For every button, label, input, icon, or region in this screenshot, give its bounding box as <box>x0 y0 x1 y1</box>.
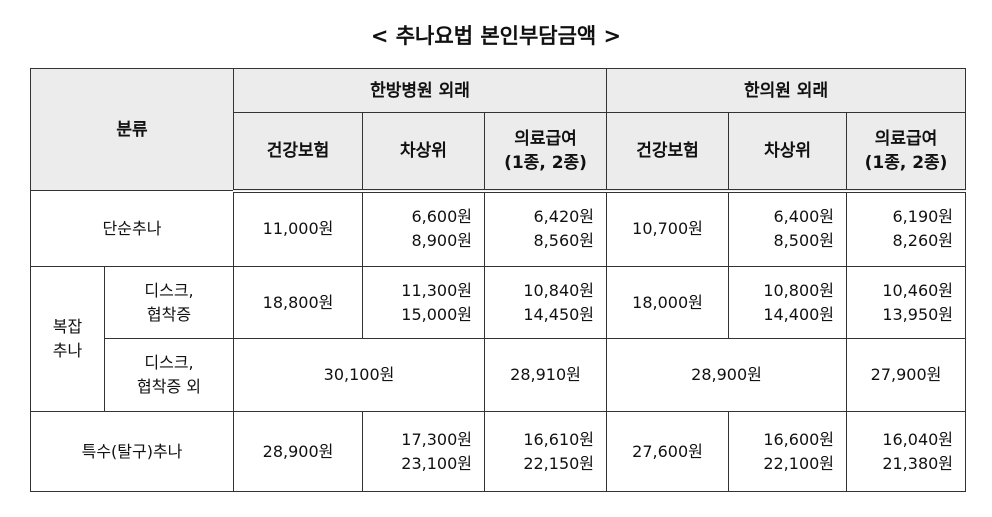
cell: 18,000원 <box>606 266 730 339</box>
row-label: 디스크, 협착증 외 <box>104 338 234 412</box>
cell: 28,900원 <box>233 411 363 492</box>
cell: 10,700원 <box>606 190 730 267</box>
cell: 6,400원 8,500원 <box>728 190 848 267</box>
cell: 11,000원 <box>233 190 363 267</box>
cell: 11,300원 15,000원 <box>362 266 485 339</box>
fee-table: 분류 한방병원 외래 한의원 외래 건강보험 차상위 의료급여 (1종, 2종)… <box>30 68 967 492</box>
row-label: 특수(탈구)추나 <box>30 411 234 492</box>
cell: 17,300원 23,100원 <box>362 411 485 492</box>
column-header: 차상위 <box>362 112 485 193</box>
corner: 분류 <box>30 68 234 191</box>
column-header: 의료급여 (1종, 2종) <box>483 112 608 193</box>
cell: 6,420원 8,560원 <box>483 190 608 267</box>
cell: 10,800원 14,400원 <box>728 266 848 339</box>
group-header: 한방병원 외래 <box>232 68 608 113</box>
row-label: 디스크, 협착증 <box>104 266 234 339</box>
group-label: 복잡 추나 <box>30 266 105 412</box>
title: < 추나요법 본인부담금액 > <box>370 24 622 48</box>
cell: 27,600원 <box>606 411 730 492</box>
column-header: 건강보험 <box>606 112 730 193</box>
column-header: 차상위 <box>728 112 848 193</box>
cell: 6,600원 8,900원 <box>362 190 485 267</box>
group-header: 한의원 외래 <box>606 68 967 113</box>
cell: 28,910원 <box>483 338 608 412</box>
cell: 10,460원 13,950원 <box>846 266 967 339</box>
cell: 27,900원 <box>846 338 967 412</box>
cell: 10,840원 14,450원 <box>483 266 608 339</box>
cell: 28,900원 <box>606 338 848 412</box>
cell: 30,100원 <box>233 338 485 412</box>
cell: 18,800원 <box>233 266 363 339</box>
cell: 16,610원 22,150원 <box>483 411 608 492</box>
cell: 16,600원 22,100원 <box>728 411 848 492</box>
column-header: 건강보험 <box>233 112 363 193</box>
cell: 16,040원 21,380원 <box>846 411 967 492</box>
cell: 6,190원 8,260원 <box>846 190 967 267</box>
column-header: 의료급여 (1종, 2종) <box>846 112 967 193</box>
row-label: 단순추나 <box>30 190 234 267</box>
